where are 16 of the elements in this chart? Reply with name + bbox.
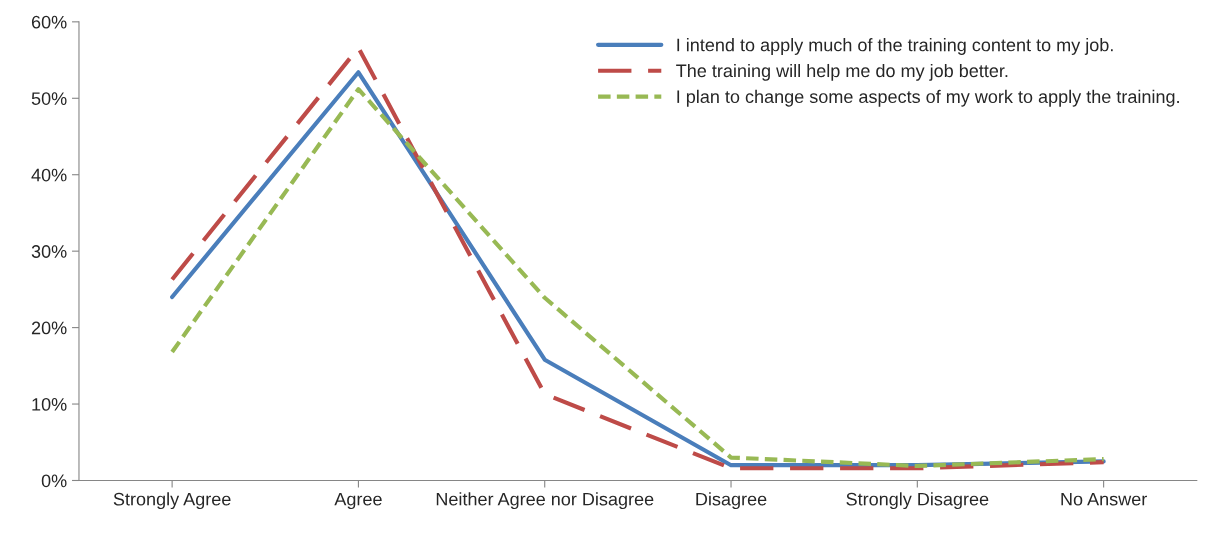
legend-label: I plan to change some aspects of my work to apply the training. [677,89,1179,107]
y-tick-label: 50% [31,92,67,105]
y-tick-label: 40% [31,168,67,182]
y-tick-label: 60% [31,15,67,29]
y-tick-label: 30% [31,245,67,258]
x-tick-label: Strongly Disagree [846,492,989,510]
legend-label: I intend to apply much of the training content to my job. [677,38,1113,55]
x-tick-label: Disagree [696,492,767,510]
y-tick-label: 0% [41,474,67,488]
x-tick-label: Strongly Agree [113,492,231,510]
legend-label: The training will help me do my job better. [676,63,1008,81]
y-tick-label: 10% [32,397,67,411]
x-tick-label: Agree [334,492,382,510]
y-tick-label: 20% [31,321,67,335]
x-tick-label: Neither Agree nor Disagree [436,492,654,510]
x-tick-label: No Answer [1061,492,1147,506]
